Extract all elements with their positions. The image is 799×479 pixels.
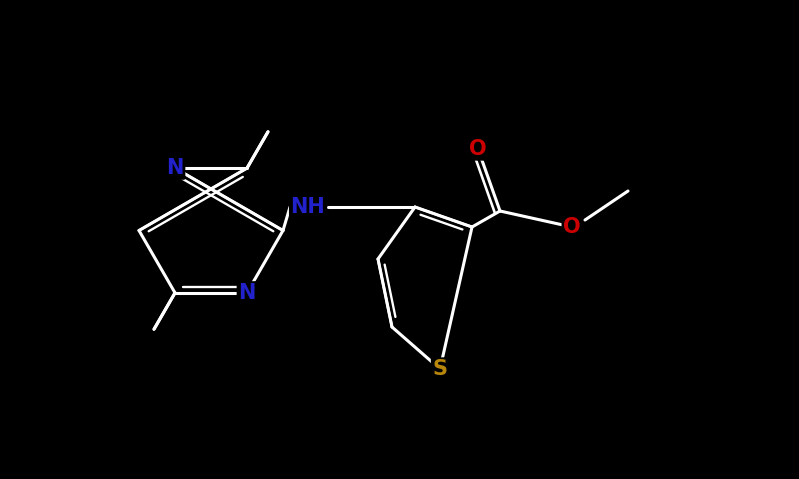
Text: N: N — [238, 283, 256, 303]
Text: O: O — [469, 139, 487, 159]
Text: O: O — [563, 217, 581, 237]
Text: N: N — [166, 158, 184, 178]
Text: NH: NH — [291, 197, 325, 217]
Text: S: S — [432, 359, 447, 379]
